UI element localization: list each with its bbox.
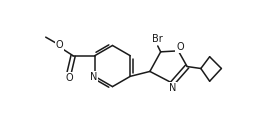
Text: O: O bbox=[55, 40, 63, 50]
Text: N: N bbox=[169, 83, 176, 93]
Text: Br: Br bbox=[152, 34, 163, 44]
Text: N: N bbox=[90, 72, 97, 82]
Text: O: O bbox=[177, 42, 184, 52]
Text: O: O bbox=[65, 73, 73, 83]
